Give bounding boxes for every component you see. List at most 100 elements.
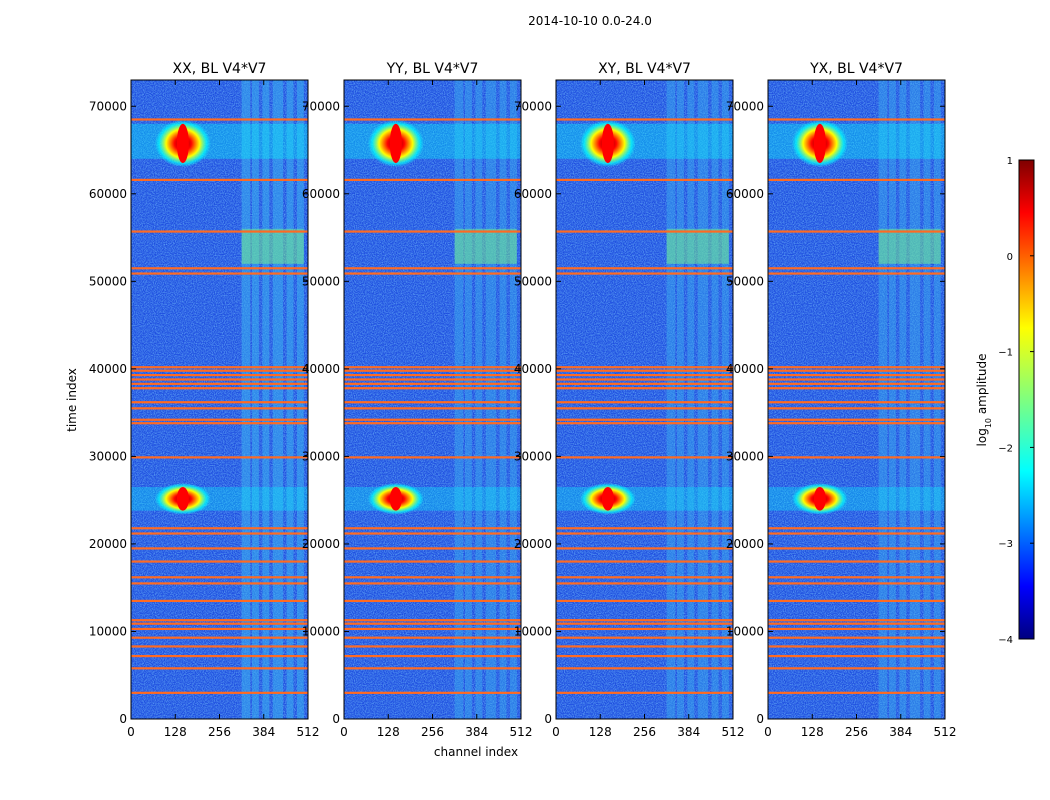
rfi-band	[251, 80, 259, 719]
x-tick-label: 0	[340, 725, 348, 739]
colorbar-frame	[1018, 159, 1035, 640]
flagged-row	[768, 645, 945, 648]
y-tick-label: 60000	[514, 187, 552, 201]
flagged-row	[768, 366, 945, 369]
y-tick-label: 50000	[302, 274, 340, 288]
heatmap-panel-2: 0 128 256 384 512 0 10000 20000 30000 40000 50000 6…	[514, 61, 745, 739]
y-tick-label: 0	[544, 712, 552, 726]
flagged-row	[556, 387, 733, 390]
flagged-row	[131, 527, 308, 530]
x-tick-label: 512	[510, 725, 533, 739]
flagged-row	[556, 456, 733, 459]
panel-title: XX, BL V4*V7	[173, 61, 267, 77]
flagged-row	[556, 369, 733, 372]
y-tick-label: 20000	[302, 537, 340, 551]
flagged-row	[768, 576, 945, 579]
bright-feature-core	[389, 487, 402, 511]
colorbar-label: log10 amplitude	[975, 354, 993, 447]
panel-noise	[768, 80, 945, 719]
flagged-row	[556, 373, 733, 377]
flagged-row	[768, 369, 945, 372]
y-tick-label: 70000	[302, 99, 340, 113]
flagged-row	[344, 622, 521, 625]
flagged-row	[344, 267, 521, 270]
flagged-row	[131, 576, 308, 579]
y-tick-label: 30000	[514, 449, 552, 463]
flagged-row	[768, 547, 945, 550]
flagged-row	[768, 622, 945, 625]
flagged-row	[768, 627, 945, 631]
flagged-row	[768, 387, 945, 390]
flagged-row	[344, 178, 521, 181]
bright-feature-core	[389, 123, 402, 164]
flagged-row	[344, 373, 521, 377]
flagged-row	[131, 691, 308, 694]
flagged-row	[131, 178, 308, 181]
flagged-row	[768, 382, 945, 385]
flagged-row	[344, 378, 521, 381]
x-tick-label: 512	[297, 725, 320, 739]
bright-band-region	[666, 228, 729, 264]
bright-feature-core	[176, 123, 189, 164]
bright-band-region	[878, 228, 941, 264]
y-tick-label: 50000	[89, 274, 127, 288]
rfi-band	[241, 80, 251, 719]
flagged-row	[768, 267, 945, 270]
bright-feature-core	[601, 123, 614, 164]
flagged-row	[556, 576, 733, 579]
x-axis-label: channel index	[434, 745, 518, 759]
flagged-row	[131, 654, 308, 658]
panel-noise	[344, 80, 521, 719]
rfi-band	[485, 80, 497, 719]
flagged-row	[556, 636, 733, 639]
colorbar-tick-label: −3	[998, 539, 1013, 550]
flagged-row	[556, 267, 733, 270]
rfi-band	[454, 80, 464, 719]
bright-feature-core	[813, 123, 826, 164]
flagged-row	[131, 373, 308, 377]
x-tick-label: 0	[552, 725, 560, 739]
flagged-row	[768, 401, 945, 404]
rfi-band	[475, 80, 483, 719]
flagged-row	[344, 369, 521, 372]
y-tick-label: 70000	[726, 99, 764, 113]
colorbar-tick-label: 0	[1007, 252, 1013, 263]
rfi-band	[286, 80, 294, 719]
flagged-row	[131, 560, 308, 563]
y-tick-label: 60000	[89, 187, 127, 201]
rfi-band	[272, 80, 284, 719]
y-tick-label: 20000	[726, 537, 764, 551]
flagged-row	[131, 378, 308, 381]
bright-feature-core	[813, 487, 826, 511]
y-tick-label: 40000	[302, 362, 340, 376]
x-tick-label: 128	[589, 725, 612, 739]
panel-title: YY, BL V4*V7	[386, 61, 479, 77]
x-tick-label: 0	[764, 725, 772, 739]
flagged-row	[768, 636, 945, 639]
x-tick-label: 384	[889, 725, 912, 739]
rfi-band	[933, 80, 941, 719]
flagged-row	[344, 582, 521, 585]
panel-noise	[556, 80, 733, 719]
flagged-row	[131, 382, 308, 385]
rfi-band	[296, 80, 304, 719]
flagged-row	[344, 654, 521, 658]
flagged-row	[768, 118, 945, 121]
flagged-row	[344, 576, 521, 579]
y-tick-label: 0	[119, 712, 127, 726]
flagged-row	[556, 178, 733, 181]
y-tick-label: 40000	[514, 362, 552, 376]
flagged-row	[768, 667, 945, 670]
flagged-row	[344, 422, 521, 425]
y-axis-label: time index	[65, 368, 79, 432]
flagged-row	[131, 622, 308, 625]
flagged-row	[131, 636, 308, 639]
x-tick-label: 384	[677, 725, 700, 739]
flagged-row	[556, 401, 733, 404]
flagged-row	[131, 366, 308, 369]
flagged-row	[131, 619, 308, 622]
x-tick-label: 256	[845, 725, 868, 739]
x-tick-label: 128	[164, 725, 187, 739]
y-tick-label: 60000	[302, 187, 340, 201]
